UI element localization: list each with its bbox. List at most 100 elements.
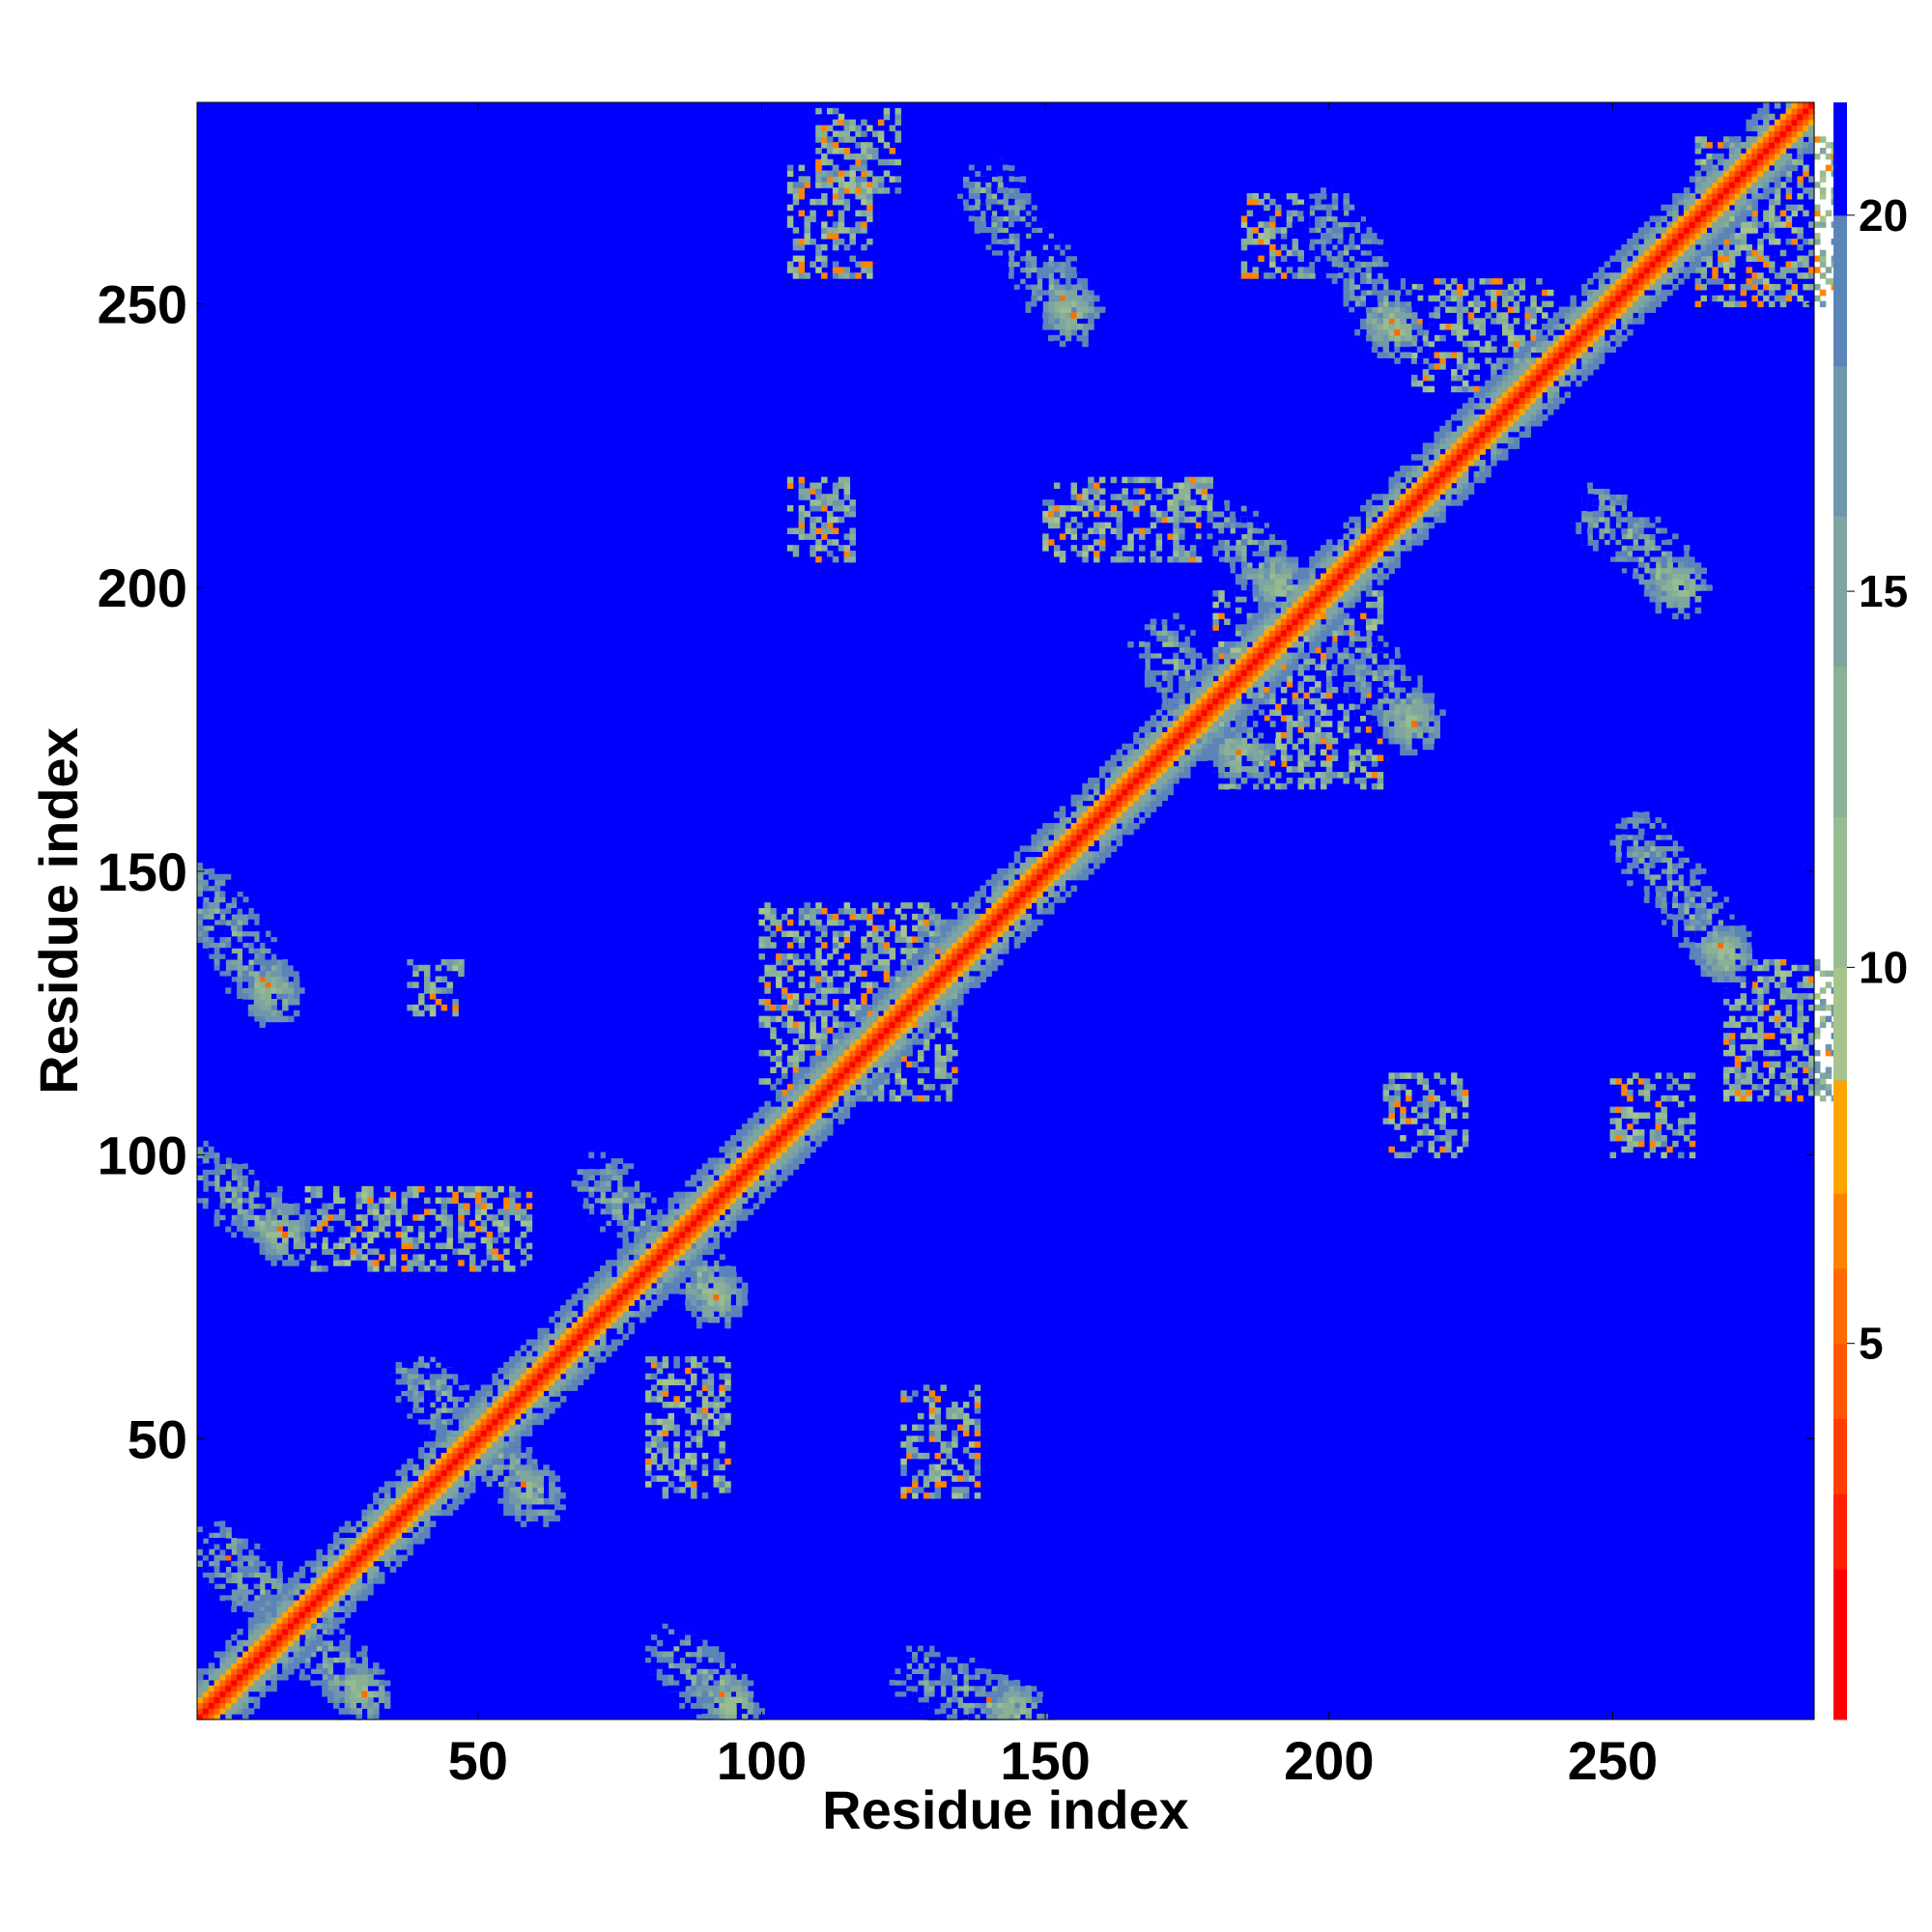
heatmap-cell [1734, 1066, 1742, 1073]
heatmap-cell [389, 1197, 397, 1205]
heatmap-cell [1297, 272, 1304, 279]
heatmap-cell [764, 942, 771, 949]
heatmap-cell [1769, 976, 1776, 983]
heatmap-cell [418, 1236, 425, 1244]
heatmap-cell [912, 1390, 919, 1397]
heatmap-cell [1150, 510, 1157, 518]
heatmap-cell [889, 125, 896, 131]
heatmap-cell [895, 930, 901, 938]
heatmap-cell [503, 1260, 510, 1266]
heatmap-cell [821, 1033, 828, 1039]
heatmap-cell [1791, 964, 1798, 972]
heatmap-cell [900, 902, 907, 909]
heatmap-cell [1410, 1106, 1418, 1114]
heatmap-cell [401, 1384, 408, 1391]
heatmap-cell [440, 1203, 448, 1209]
heatmap-cell [1661, 1112, 1667, 1119]
heatmap-cell [1098, 505, 1106, 512]
heatmap-cell [418, 1367, 425, 1375]
heatmap-cell [776, 924, 782, 932]
heatmap-cell [1286, 681, 1293, 688]
heatmap-cell [861, 176, 867, 183]
heatmap-cell [1127, 476, 1134, 484]
heatmap-cell [401, 1265, 408, 1272]
heatmap-cell [798, 1033, 806, 1039]
heatmap-cell [1088, 505, 1094, 512]
heatmap-cell [270, 1566, 277, 1573]
heatmap-cell [906, 902, 913, 909]
heatmap-cell [719, 1487, 725, 1493]
heatmap-cell [1621, 1090, 1628, 1096]
heatmap-cell [1496, 385, 1503, 393]
heatmap-cell [1496, 312, 1503, 319]
heatmap-cell [917, 913, 924, 921]
heatmap-cell [770, 930, 777, 938]
heatmap-cell [946, 1447, 952, 1454]
heatmap-cell [1315, 721, 1321, 727]
heatmap-cell [776, 919, 782, 926]
heatmap-cell [225, 1605, 232, 1612]
heatmap-cell [701, 1406, 709, 1414]
heatmap-cell [821, 142, 828, 149]
heatmap-cell [1235, 607, 1242, 614]
heatmap-cell [1269, 221, 1276, 228]
heatmap-cell [384, 1214, 391, 1221]
heatmap-cell [1139, 476, 1146, 484]
heatmap-cell [900, 936, 907, 943]
heatmap-cell [821, 153, 828, 160]
heatmap-cell [713, 1396, 720, 1403]
heatmap-cell [1252, 596, 1259, 603]
heatmap-cell [316, 1674, 323, 1681]
heatmap-cell [486, 1214, 494, 1221]
heatmap-cell [440, 1406, 448, 1414]
heatmap-cell [1269, 227, 1276, 234]
heatmap-cell [855, 913, 862, 921]
heatmap-cell [1439, 1146, 1446, 1153]
heatmap-cell [1439, 334, 1446, 342]
heatmap-cell [867, 125, 873, 131]
heatmap-cell [253, 1560, 261, 1568]
heatmap-cell [338, 1674, 346, 1681]
heatmap-cell [758, 1049, 765, 1057]
heatmap-cell [673, 1402, 680, 1408]
heatmap-cell [917, 1066, 924, 1073]
heatmap-cell [946, 1090, 952, 1096]
heatmap-cell [895, 936, 901, 943]
heatmap-cell [237, 1572, 243, 1578]
heatmap-cell [815, 198, 822, 206]
heatmap-cell [197, 1526, 204, 1533]
heatmap-cell [474, 1208, 482, 1215]
heatmap-cell [1139, 533, 1146, 540]
heatmap-cell [1808, 1072, 1815, 1079]
heatmap-cell [253, 1605, 261, 1612]
heatmap-cell [1751, 210, 1758, 217]
heatmap-cell [440, 1214, 448, 1221]
heatmap-cell [367, 1696, 374, 1703]
heatmap-cell [928, 1402, 936, 1408]
heatmap-cell [322, 1662, 328, 1669]
heatmap-cell [1315, 686, 1321, 694]
heatmap-cell [900, 924, 907, 932]
heatmap-cell [1467, 363, 1475, 370]
heatmap-cell [373, 1651, 380, 1658]
heatmap-cell [701, 1469, 709, 1477]
heatmap-cell [282, 1577, 289, 1584]
heatmap-cell [1275, 743, 1282, 751]
heatmap-cell [1269, 261, 1276, 268]
heatmap-cell [662, 1487, 669, 1493]
heatmap-cell [821, 545, 828, 552]
heatmap-cell [1428, 312, 1435, 319]
heatmap-cell [1785, 1009, 1793, 1017]
heatmap-cell [1133, 527, 1140, 534]
heatmap-cell [815, 488, 822, 495]
heatmap-cell [928, 942, 936, 949]
heatmap-cell [645, 1463, 652, 1471]
heatmap-cell [962, 1469, 970, 1477]
heatmap-cell [1734, 1084, 1742, 1091]
heatmap-cell [338, 1645, 346, 1653]
heatmap-cell [458, 1231, 465, 1238]
heatmap-cell [492, 1254, 498, 1261]
heatmap-cell [952, 1402, 958, 1408]
heatmap-cell [1797, 1044, 1804, 1051]
heatmap-cell [219, 1594, 226, 1602]
